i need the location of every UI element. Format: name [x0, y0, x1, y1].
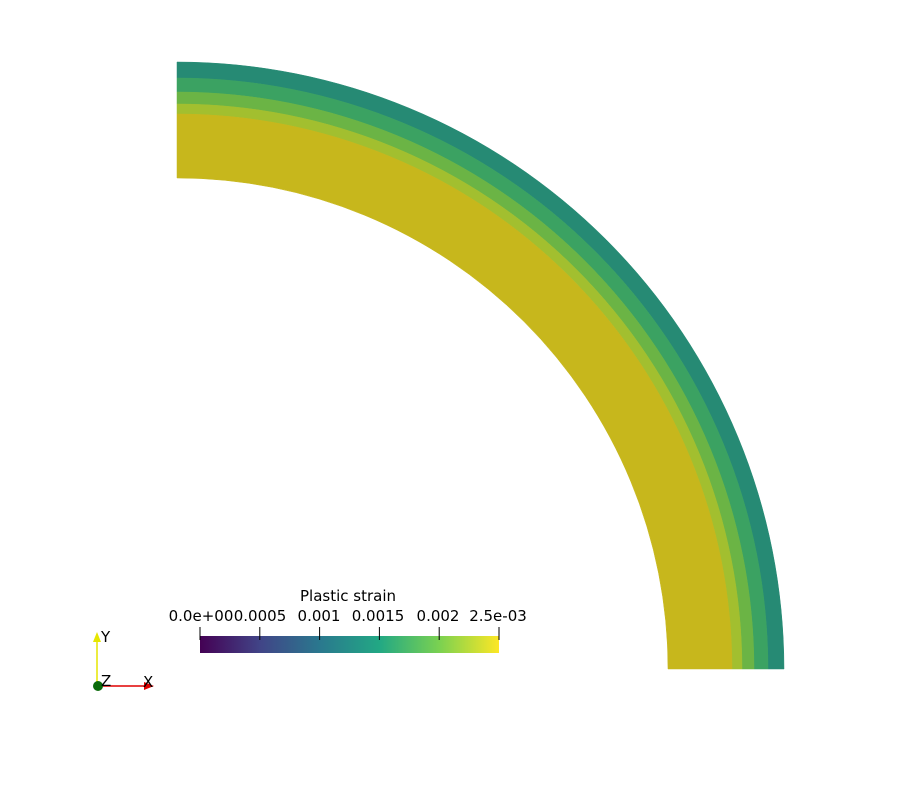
colorbar-tick-label: 0.001	[297, 607, 341, 625]
strain-band	[176, 103, 743, 670]
plastic-strain-field	[176, 61, 785, 670]
orientation-axes	[93, 632, 154, 691]
z-axis-label: Z	[101, 672, 112, 690]
y-axis-label: Y	[101, 628, 111, 646]
x-axis-arrow	[144, 682, 154, 690]
z-axis-point	[93, 681, 103, 691]
colorbar-tick-label: 2.5e-03	[469, 607, 527, 625]
colorbar-tick-label: 0.0005	[233, 607, 287, 625]
colorbar-tick-label: 0.0e+00	[168, 607, 234, 625]
strain-band	[176, 113, 733, 670]
colorbar-tick-label: 0.002	[416, 607, 460, 625]
y-axis-arrow	[93, 632, 101, 642]
colorbar-tick-label: 0.0015	[351, 607, 405, 625]
colorbar-ticks	[199, 627, 500, 640]
colorbar-title: Plastic strain	[299, 587, 397, 605]
x-axis-label: X	[143, 673, 154, 691]
colorbar-gradient	[200, 636, 499, 653]
